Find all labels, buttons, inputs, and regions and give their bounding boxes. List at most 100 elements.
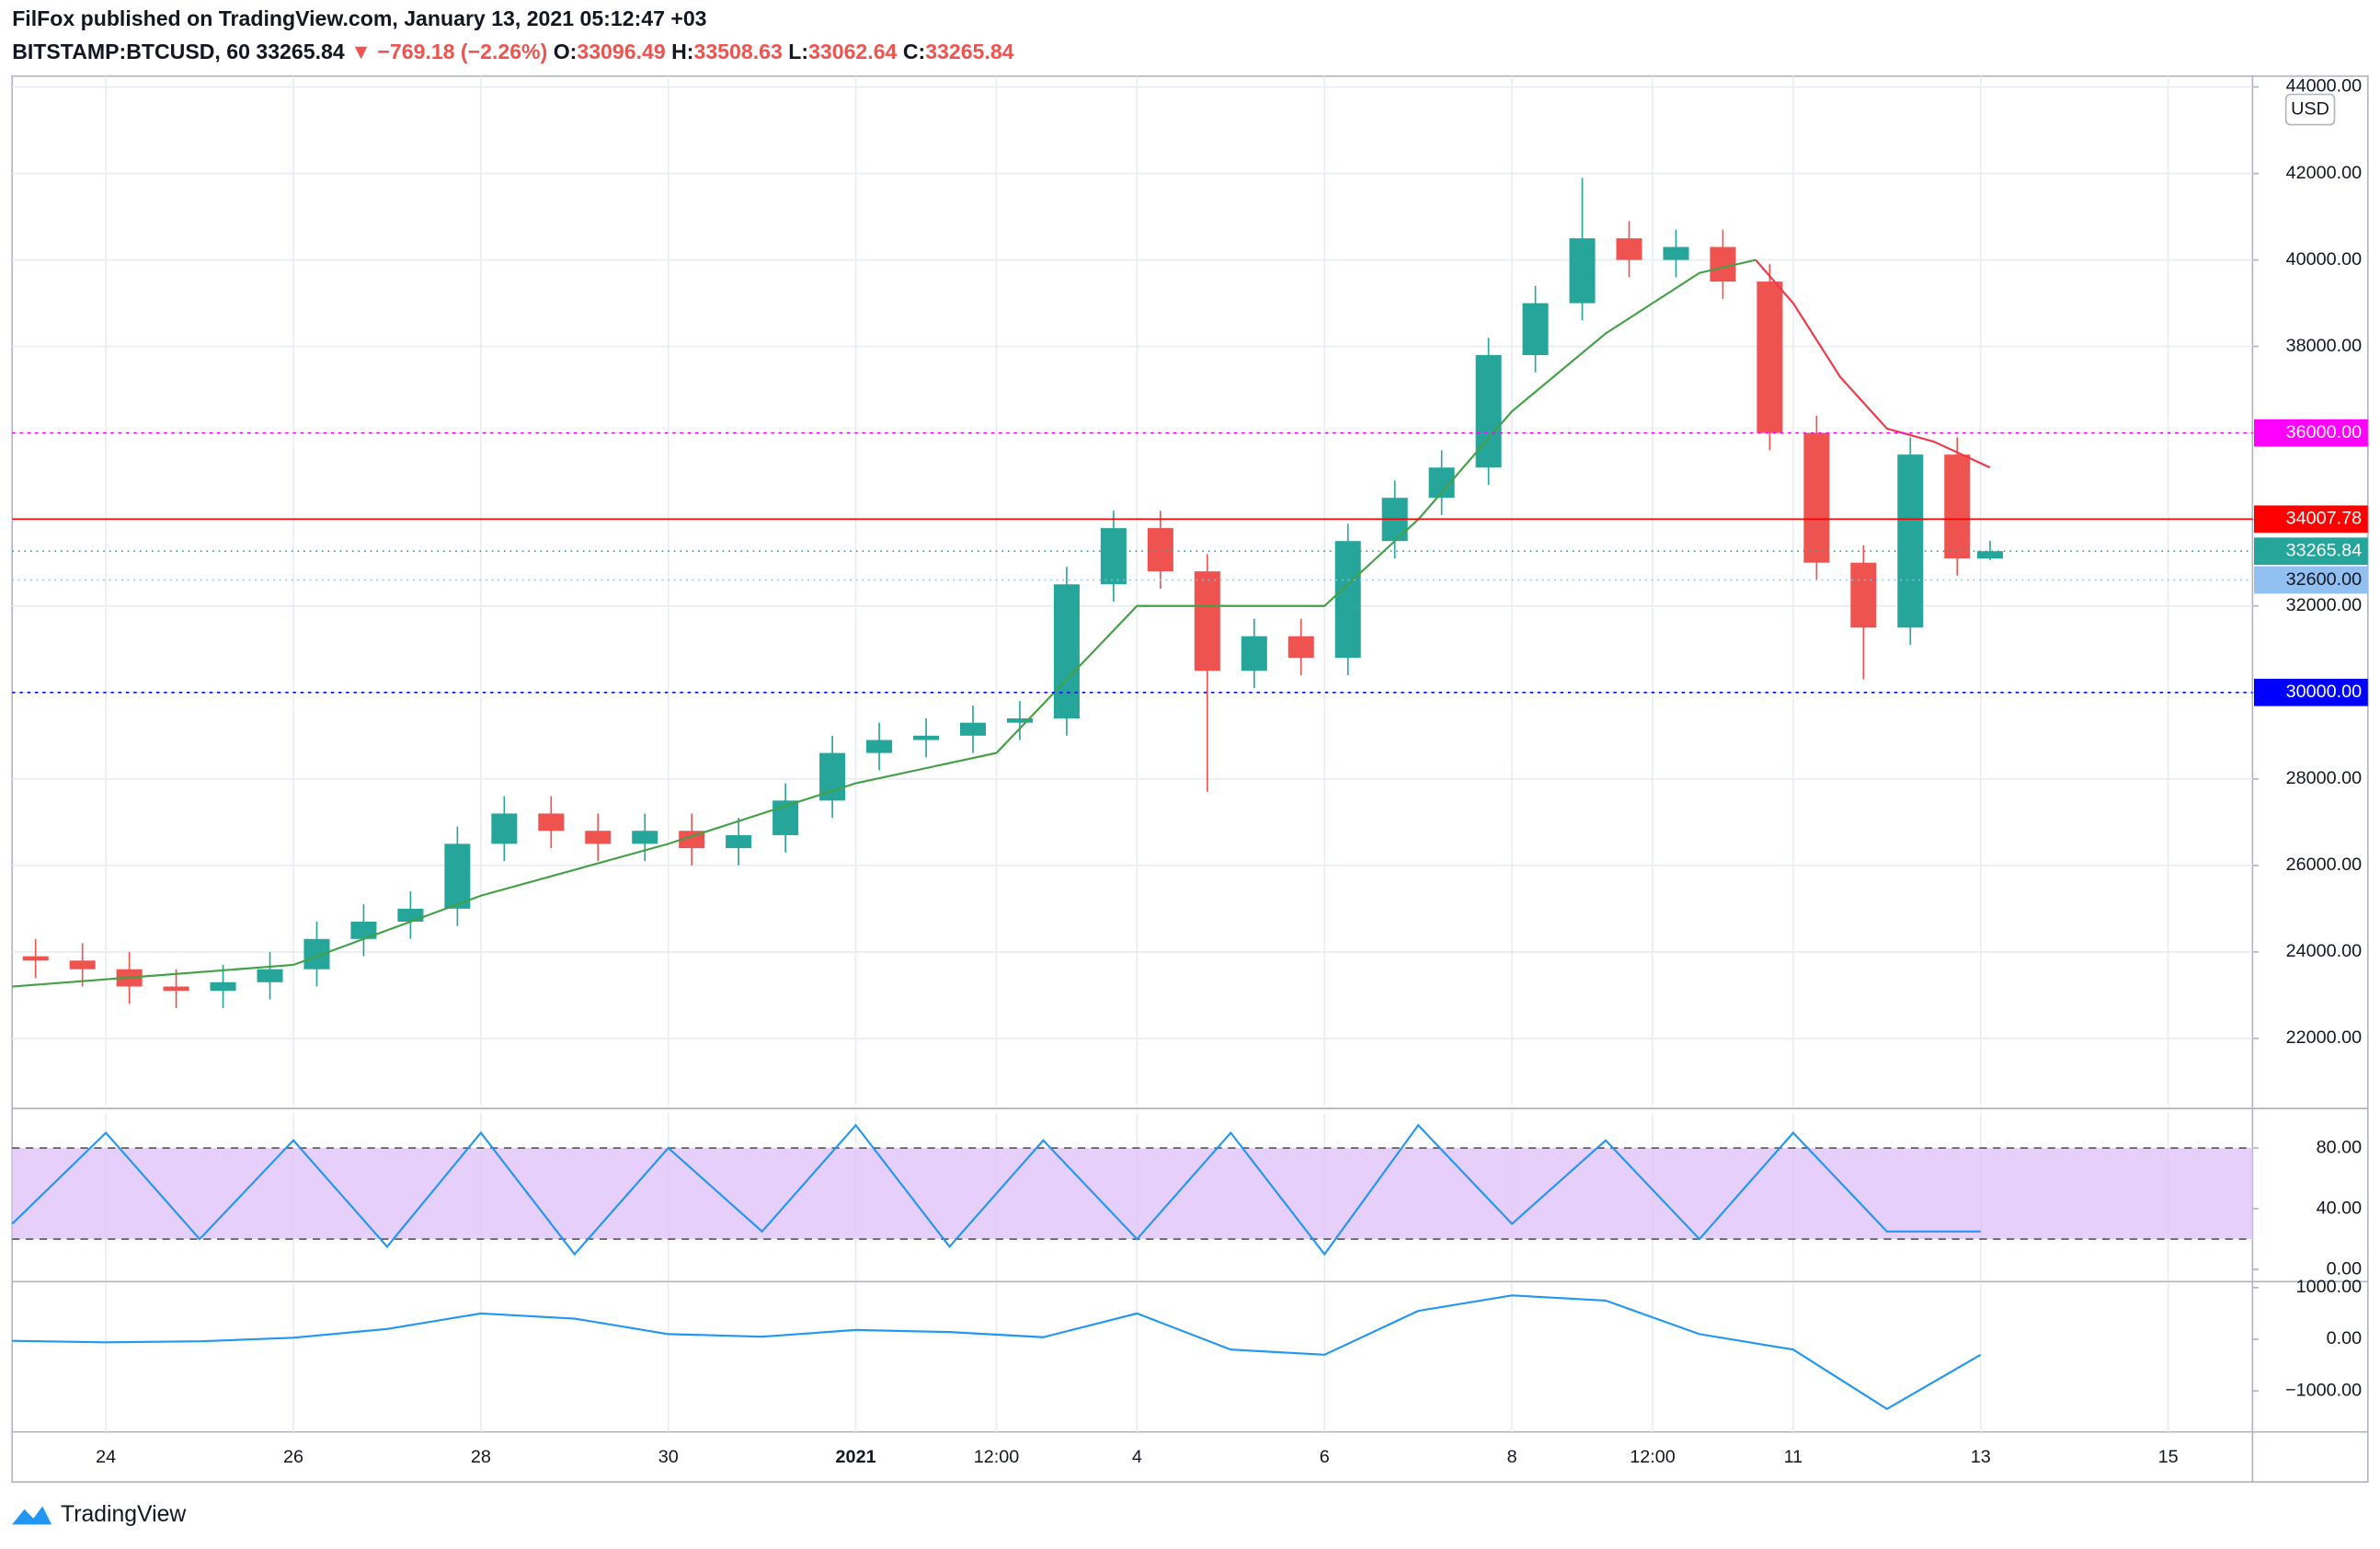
x-tick-label: 11 [1784, 1447, 1803, 1467]
ohlc-label: H: [671, 40, 693, 63]
candle-body [913, 735, 940, 740]
candle-body [866, 740, 893, 753]
candle-body [491, 813, 518, 844]
candle-body [585, 831, 612, 844]
level-label: 30000.00 [2286, 682, 2363, 702]
candle-body [1897, 454, 1924, 628]
candle-body [1241, 636, 1267, 671]
candle-body [257, 969, 283, 982]
candle-body [1100, 528, 1127, 585]
candle-body [163, 986, 189, 992]
x-tick-label: 4 [1132, 1447, 1142, 1467]
y-tick-label: 80.00 [2317, 1137, 2363, 1157]
candle-body [69, 960, 96, 970]
y-tick-label: 1000.00 [2296, 1277, 2363, 1297]
level-label: 36000.00 [2286, 422, 2363, 442]
tradingview-logo: TradingView [12, 1502, 186, 1527]
y-tick-label: 40.00 [2317, 1198, 2363, 1218]
candle-body [959, 722, 987, 736]
x-tick-label: 12:00 [1630, 1447, 1676, 1467]
candle-body [1147, 528, 1173, 572]
candle-body [1944, 454, 1971, 559]
indicator-line [11, 1123, 1981, 1256]
currency-box[interactable] [2284, 93, 2336, 126]
candle-body [1053, 584, 1080, 718]
level-label-box [2254, 566, 2368, 594]
publish-title: FilFox published on TradingView.com, Jan… [12, 6, 706, 30]
level-label-box [2254, 678, 2368, 706]
change: ▼ −769.18 (−2.26%) [350, 40, 547, 63]
level-label-box [2254, 537, 2368, 566]
candle-body [350, 921, 377, 939]
indicator-line [1755, 258, 1991, 469]
candle-body [538, 813, 565, 832]
y-tick-label: 42000.00 [2286, 163, 2363, 183]
symbol-line: BITSTAMP:BTCUSD, 60 33265.84 ▼ −769.18 (… [12, 40, 1013, 63]
x-tick-label: 13 [1971, 1447, 1991, 1467]
level-label-box [2254, 419, 2368, 447]
candle-body [1976, 551, 2003, 559]
candle-body [632, 831, 658, 844]
x-tick-label: 15 [2158, 1447, 2179, 1467]
x-tick-label: 28 [471, 1447, 491, 1467]
candle-body [1803, 432, 1830, 563]
candle-body [726, 834, 752, 849]
symbol: BITSTAMP:BTCUSD, 60 [12, 40, 250, 63]
candle-body [1850, 562, 1877, 628]
y-tick-label: 38000.00 [2286, 336, 2363, 356]
ohlc-value: 33062.64 [808, 40, 897, 63]
last-price: 33265.84 [256, 40, 344, 63]
indicator-line [12, 1294, 1982, 1411]
y-tick-label: −1000.00 [2285, 1380, 2362, 1400]
ohlc-label: L: [788, 40, 808, 63]
x-tick-label: 24 [96, 1447, 116, 1467]
currency[interactable]: USD [2291, 98, 2329, 119]
y-tick-label: 0.00 [2327, 1258, 2363, 1279]
x-tick-label: 6 [1320, 1447, 1330, 1467]
ohlc-value: 33265.84 [925, 40, 1013, 63]
candle-body [1006, 717, 1033, 723]
y-tick-label: 44000.00 [2286, 76, 2363, 97]
x-tick-label: 8 [1507, 1447, 1517, 1467]
y-tick-label: 40000.00 [2286, 249, 2363, 270]
logo-icon [12, 1506, 52, 1525]
candle-body [1710, 247, 1736, 282]
candle-body [444, 843, 471, 909]
candle-body [397, 908, 424, 922]
candle-body [1194, 571, 1220, 671]
y-tick-label: 26000.00 [2286, 855, 2363, 875]
x-tick-label: 26 [283, 1447, 303, 1467]
x-tick-label: 12:00 [974, 1447, 1020, 1467]
ohlc-value: 33096.49 [577, 40, 665, 63]
level-label: 33265.84 [2286, 540, 2363, 560]
y-tick-label: 24000.00 [2286, 941, 2363, 961]
candle-body [1616, 238, 1642, 260]
stoch-band [12, 1148, 2253, 1240]
x-tick-label: 30 [658, 1447, 679, 1467]
candle-body [1287, 636, 1314, 659]
candle-body [1334, 541, 1361, 659]
indicator-line [12, 258, 1756, 988]
y-tick-label: 28000.00 [2286, 768, 2363, 788]
y-tick-label: 32000.00 [2286, 595, 2363, 615]
y-tick-label: 0.00 [2327, 1328, 2363, 1348]
y-tick-label: 22000.00 [2286, 1027, 2363, 1048]
candle-body [1522, 303, 1549, 356]
ohlc-label: C: [903, 40, 925, 63]
x-tick-label: 2021 [836, 1447, 876, 1467]
candle-body [22, 956, 49, 961]
level-label-box [2254, 505, 2368, 534]
candle-body [1663, 247, 1689, 260]
level-label: 32600.00 [2286, 569, 2363, 590]
level-label: 34007.78 [2286, 509, 2363, 529]
candle-body [303, 938, 330, 970]
ohlc-label: O: [554, 40, 578, 63]
ohlc-value: 33508.63 [694, 40, 783, 63]
footer-brand: TradingView [61, 1502, 186, 1527]
candle-body [1475, 355, 1502, 468]
candle-body [1569, 238, 1596, 304]
candle-body [210, 981, 236, 992]
candle-body [1756, 281, 1783, 433]
